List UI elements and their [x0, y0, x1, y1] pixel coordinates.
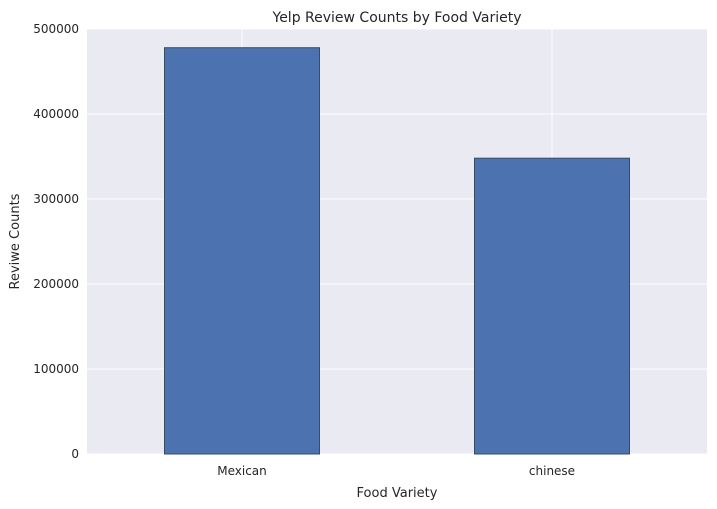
- y-tick-label: 0: [71, 447, 79, 461]
- y-tick-label: 400000: [33, 107, 79, 121]
- x-tick-label: chinese: [529, 464, 575, 478]
- bars: [164, 47, 630, 455]
- y-tick-label: 200000: [33, 277, 79, 291]
- bar-mexican: [164, 47, 320, 455]
- y-tick-label: 100000: [33, 362, 79, 376]
- y-tick-label: 500000: [33, 22, 79, 36]
- x-axis-label: Food Variety: [357, 486, 438, 501]
- chart-title: Yelp Review Counts by Food Variety: [272, 10, 522, 26]
- y-tick-label: 300000: [33, 192, 79, 206]
- y-axis-label: Reviwe Counts: [8, 193, 23, 289]
- x-tick-label: Mexican: [217, 464, 267, 478]
- y-axis-ticks: 0 100000 200000 300000 400000 500000: [33, 22, 79, 461]
- bar-chinese: [474, 157, 630, 455]
- x-axis-ticks: Mexican chinese: [217, 464, 575, 478]
